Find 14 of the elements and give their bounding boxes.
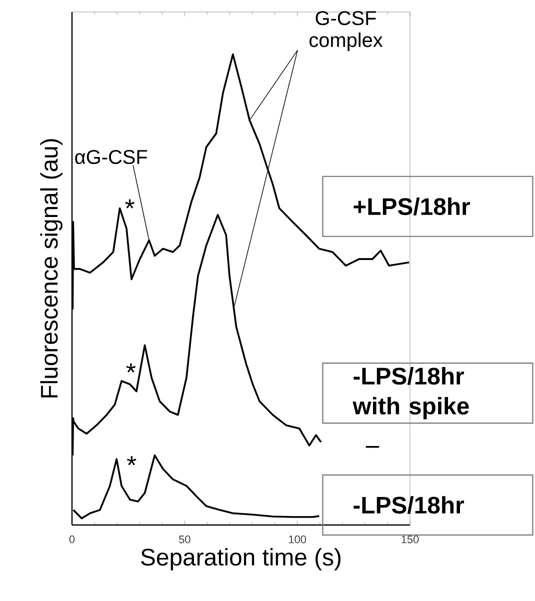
annotation: * bbox=[125, 199, 134, 208]
x-axis-title: Separation time (s) bbox=[141, 548, 340, 570]
annotation: αG-CSF bbox=[75, 150, 148, 164]
x-tick-label: 50 bbox=[179, 536, 190, 544]
annotation: * bbox=[126, 363, 136, 372]
x-tick-label: 150 bbox=[402, 536, 419, 544]
x-tick-label: 0 bbox=[69, 536, 75, 544]
series-label: -LPS/18hr bbox=[354, 496, 464, 514]
y-axis-title: Fluorescence signal (au) bbox=[40, 139, 62, 398]
annotation: G-CSF complex bbox=[310, 11, 383, 52]
series-label: -LPS/18hr with spike bbox=[352, 367, 469, 420]
annotation: * bbox=[127, 456, 136, 466]
series-label: +LPS/18hr bbox=[354, 198, 470, 216]
x-tick-label: 100 bbox=[289, 536, 306, 544]
